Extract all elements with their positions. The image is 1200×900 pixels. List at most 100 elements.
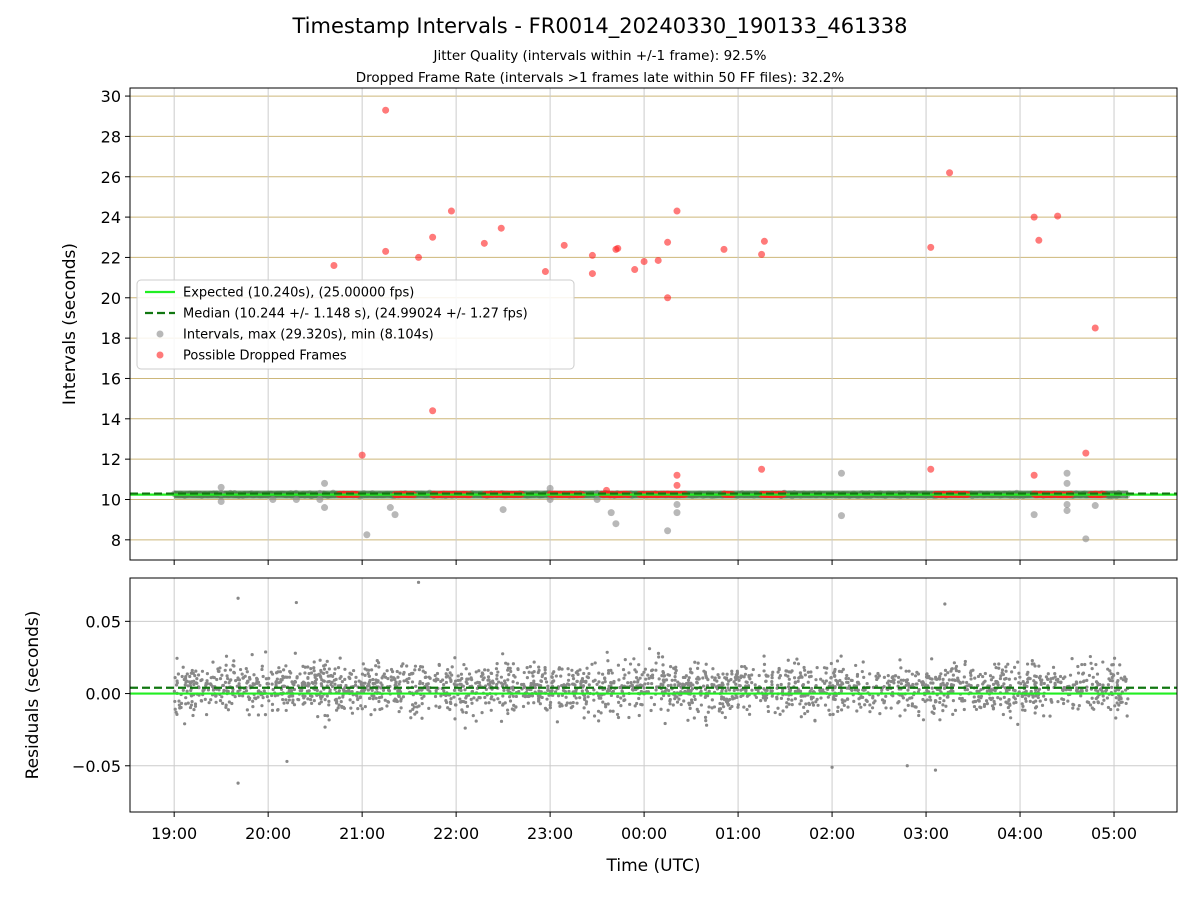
residual-point [185,679,189,683]
dropped-frame-point [673,471,681,479]
residual-point [857,682,861,686]
x-tick-label: 21:00 [339,824,385,843]
residual-point [770,680,774,684]
residual-point [209,683,213,687]
residual-point [439,694,443,698]
residual-point [1070,656,1074,661]
residual-point [597,719,601,723]
residual-point [1033,706,1038,710]
residual-point [850,678,854,683]
residual-point [1042,694,1046,698]
residual-point [616,663,621,667]
residual-point [995,679,999,684]
residual-point [309,667,313,671]
residual-point [446,706,450,710]
residual-point [712,705,717,709]
residual-point [930,657,934,661]
residual-point [405,664,409,668]
legend-label-median: Median (10.244 +/- 1.148 s), (24.99024 +… [183,307,528,322]
residual-point [421,669,425,673]
residual-point [750,688,754,692]
residual-point [228,668,233,672]
residual-point [659,697,664,701]
residual-point [527,670,531,674]
interval-point [593,495,601,503]
residual-point [313,673,317,677]
residual-point [967,683,971,687]
residual-point [446,674,450,678]
residual-point [786,658,790,662]
residual-point [657,655,661,659]
residual-point [620,689,624,693]
residual-point [1008,709,1012,713]
residual-point [739,694,743,699]
residual-point [217,669,221,673]
residual-point [910,696,914,700]
residual-point [189,703,194,707]
residual-point [917,713,921,718]
residual-point [413,664,418,668]
residual-point [278,680,283,684]
residual-point [870,706,875,710]
residual-point [710,683,715,688]
dropped-frame-point [1035,236,1043,244]
residual-point [273,694,277,698]
residual-point [652,702,657,707]
residual-point [548,703,552,707]
residual-point [802,705,806,709]
residual-point [1031,695,1035,699]
residual-point [321,671,326,675]
residual-point [367,680,372,684]
residual-point [300,683,304,688]
dropped-frame-point [603,486,611,494]
residual-point [942,686,947,690]
residual-point [1095,672,1100,676]
dropped-frame-point [758,250,766,258]
legend-label-intervals: Intervals, max (29.320s), min (8.104s) [183,328,434,343]
residual-point [537,665,541,669]
residual-point [795,657,799,661]
residual-point [1053,681,1057,686]
residual-point [1108,669,1112,673]
residual-point [449,701,453,706]
dropped-frame-point [588,270,596,278]
residual-point [581,684,586,688]
residual-point [442,682,446,687]
residual-point [410,703,415,707]
residual-point [1014,700,1018,705]
residual-point [674,668,678,673]
residual-point [241,676,245,680]
residual-point [997,666,1001,670]
residual-point [822,666,827,670]
residual-point [915,670,919,674]
residual-point [981,674,985,679]
residual-point [762,662,767,666]
residual-point [1007,698,1011,702]
residual-point [766,674,770,678]
residual-point [327,699,331,703]
interval-point [1063,507,1071,515]
residual-point [846,676,851,681]
residual-point [666,708,670,712]
residual-point [366,684,370,688]
residual-point [720,695,724,699]
residual-point [536,699,541,703]
residual-point [938,700,942,705]
interval-point [837,512,845,520]
residual-point [1030,659,1034,663]
residual-point [790,669,794,673]
residual-point [1089,661,1093,665]
residual-point [487,701,491,705]
residual-point [371,697,375,701]
residual-point [990,704,995,708]
residual-point [637,713,641,718]
residual-point [528,694,532,698]
residual-point [1053,672,1057,676]
residual-point [776,670,780,674]
residual-point [446,667,450,672]
residual-point [474,681,478,685]
residual-point [1040,703,1045,707]
residual-point [803,673,807,677]
residual-point [308,697,313,702]
residual-point [1033,711,1037,715]
